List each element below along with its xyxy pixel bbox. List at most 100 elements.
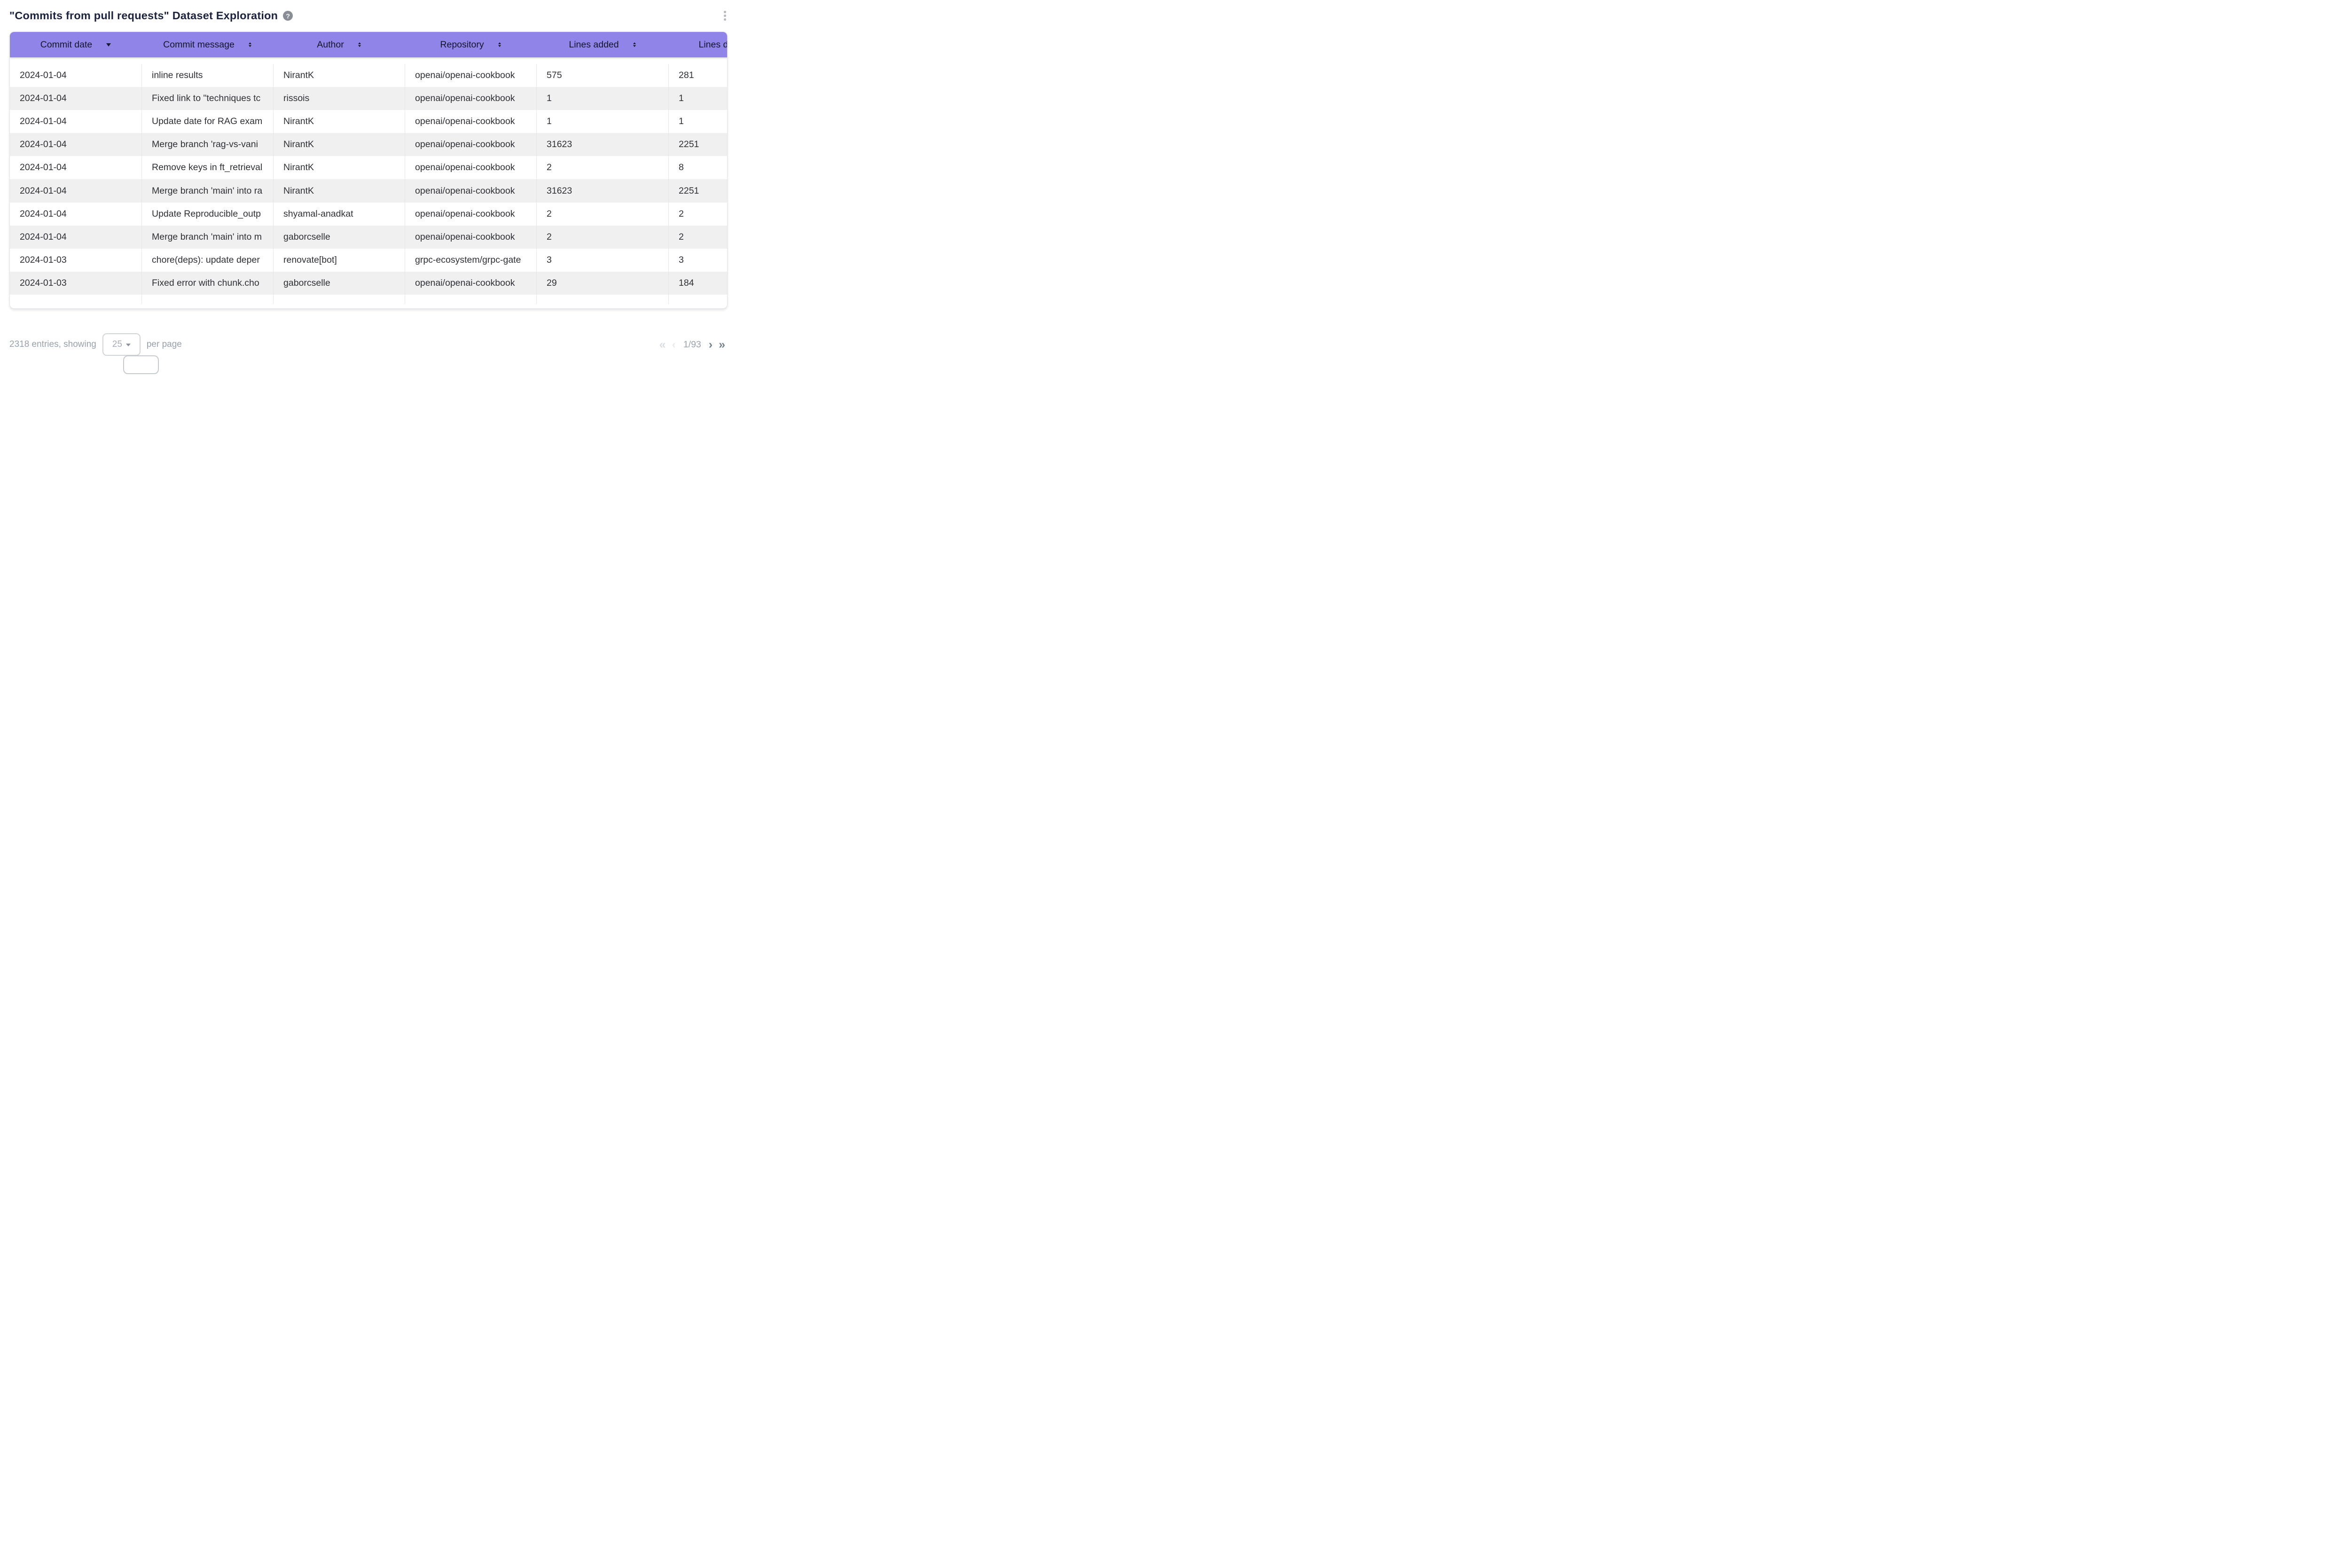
pagination-left: 2318 entries, showing 25 per page — [9, 333, 182, 356]
sort-icon — [633, 42, 636, 47]
cell-repository: openai/openai-cookbook — [405, 64, 536, 87]
table-row[interactable]: 2024-01-04 Fixed link to "techniques tc … — [10, 87, 727, 110]
column-header-label: Lines deleted — [698, 39, 727, 50]
column-header-label: Repository — [440, 39, 484, 50]
partial-row — [10, 294, 727, 304]
table-row[interactable]: 2024-01-03 Fixed error with chunk.cho ga… — [10, 271, 727, 295]
cell-commit-date: 2024-01-03 — [20, 277, 67, 288]
column-header-added[interactable]: Lines added — [536, 32, 668, 57]
cell-commit-date: 2024-01-04 — [20, 185, 67, 196]
cell-commit-message: Merge branch 'main' into m — [141, 225, 273, 249]
cell-lines-added: 2 — [536, 202, 668, 226]
cell-commit-date: 2024-01-04 — [20, 208, 67, 219]
cell-lines-added: 575 — [536, 64, 668, 87]
cell-commit-message: chore(deps): update deper — [141, 248, 273, 272]
pagination-bar: 2318 entries, showing 25 per page « ‹ 1/… — [0, 331, 737, 358]
cell-repository: openai/openai-cookbook — [405, 225, 536, 249]
table-header-row: Commit date Commit message Author Reposi… — [10, 32, 727, 57]
cell-commit-message: Fixed error with chunk.cho — [141, 271, 273, 295]
table-row[interactable]: 2024-01-04 Update date for RAG exam Nira… — [10, 110, 727, 133]
column-header-label: Commit message — [163, 39, 235, 50]
table-row[interactable]: 2024-01-03 chore(deps): update deper ren… — [10, 248, 727, 272]
cell-commit-date: 2024-01-03 — [20, 254, 67, 265]
page-size-value: 25 — [112, 339, 122, 349]
cell-commit-date: 2024-01-04 — [20, 231, 67, 242]
cell-commit-message: Update date for RAG exam — [141, 110, 273, 133]
cell-lines-deleted: 2 — [668, 202, 727, 226]
cell-repository: openai/openai-cookbook — [405, 133, 536, 157]
clipped-bottom-element — [123, 355, 159, 374]
entries-count-label: 2318 entries, showing — [9, 339, 96, 349]
cell-commit-message: Merge branch 'rag-vs-vani — [141, 133, 273, 157]
cell-author: NirantK — [273, 133, 405, 157]
cell-lines-deleted: 3 — [668, 248, 727, 272]
column-header-date[interactable]: Commit date — [10, 32, 141, 57]
table-row[interactable]: 2024-01-04 Merge branch 'main' into ra N… — [10, 179, 727, 203]
cell-lines-deleted: 2 — [668, 225, 727, 249]
pagination-right: « ‹ 1/93 › » — [659, 337, 725, 351]
cell-lines-deleted: 2251 — [668, 133, 727, 157]
column-header-author[interactable]: Author — [273, 32, 405, 57]
cell-author: rissois — [273, 87, 405, 110]
cell-repository: openai/openai-cookbook — [405, 202, 536, 226]
column-header-label: Commit date — [40, 39, 93, 50]
cell-commit-date: 2024-01-04 — [20, 116, 67, 127]
sort-desc-icon — [106, 43, 111, 47]
previous-page-button[interactable]: ‹ — [672, 337, 676, 351]
table-body: 2024-01-04 inline results NirantK openai… — [10, 57, 727, 295]
cell-commit-date: 2024-01-04 — [20, 93, 67, 104]
column-header-label: Author — [317, 39, 344, 50]
cell-lines-added: 2 — [536, 225, 668, 249]
table-row[interactable]: 2024-01-04 inline results NirantK openai… — [10, 64, 727, 87]
cell-author: gaborcselle — [273, 271, 405, 295]
cell-commit-message: inline results — [141, 64, 273, 87]
cell-lines-added: 2 — [536, 156, 668, 180]
page-title: "Commits from pull requests" Dataset Exp… — [9, 9, 278, 22]
cell-lines-added: 29 — [536, 271, 668, 295]
table-row[interactable]: 2024-01-04 Merge branch 'main' into m ga… — [10, 225, 727, 249]
cell-repository: openai/openai-cookbook — [405, 179, 536, 203]
next-page-button[interactable]: › — [708, 337, 713, 351]
help-icon[interactable]: ? — [283, 11, 293, 21]
cell-lines-added: 1 — [536, 110, 668, 133]
cell-lines-deleted: 281 — [668, 64, 727, 87]
column-header-repo[interactable]: Repository — [405, 32, 536, 57]
cell-author: renovate[bot] — [273, 248, 405, 272]
cell-commit-message: Fixed link to "techniques tc — [141, 87, 273, 110]
cell-commit-message: Remove keys in ft_retrieval — [141, 156, 273, 180]
cell-author: NirantK — [273, 156, 405, 180]
page-indicator: 1/93 — [683, 339, 701, 350]
column-header-deleted[interactable]: Lines deleted — [668, 32, 727, 57]
cell-lines-deleted: 2251 — [668, 179, 727, 203]
cell-commit-date: 2024-01-04 — [20, 162, 67, 173]
page-size-dropdown[interactable]: 25 — [102, 333, 141, 356]
cell-lines-added: 31623 — [536, 179, 668, 203]
table-row[interactable]: 2024-01-04 Remove keys in ft_retrieval N… — [10, 156, 727, 180]
cell-commit-message: Update Reproducible_outp — [141, 202, 273, 226]
last-page-button[interactable]: » — [719, 337, 725, 351]
first-page-button[interactable]: « — [659, 337, 666, 351]
chevron-down-icon — [125, 344, 131, 346]
cell-repository: openai/openai-cookbook — [405, 271, 536, 295]
cell-lines-deleted: 184 — [668, 271, 727, 295]
cell-author: gaborcselle — [273, 225, 405, 249]
kebab-menu-icon[interactable] — [722, 10, 728, 22]
column-header-message[interactable]: Commit message — [141, 32, 273, 57]
titlebar: "Commits from pull requests" Dataset Exp… — [0, 0, 737, 22]
cell-lines-deleted: 8 — [668, 156, 727, 180]
sort-icon — [248, 42, 251, 47]
table-row[interactable]: 2024-01-04 Update Reproducible_outp shya… — [10, 202, 727, 226]
sort-icon — [358, 42, 361, 47]
per-page-label: per page — [146, 339, 182, 349]
dataset-table-card: Commit date Commit message Author Reposi… — [9, 31, 728, 309]
cell-repository: openai/openai-cookbook — [405, 156, 536, 180]
cell-lines-deleted: 1 — [668, 87, 727, 110]
cell-commit-date: 2024-01-04 — [20, 139, 67, 150]
cell-repository: grpc-ecosystem/grpc-gate — [405, 248, 536, 272]
cell-lines-added: 1 — [536, 87, 668, 110]
cell-lines-added: 31623 — [536, 133, 668, 157]
cell-author: NirantK — [273, 110, 405, 133]
cell-author: NirantK — [273, 179, 405, 203]
sort-icon — [498, 42, 501, 47]
table-row[interactable]: 2024-01-04 Merge branch 'rag-vs-vani Nir… — [10, 133, 727, 157]
